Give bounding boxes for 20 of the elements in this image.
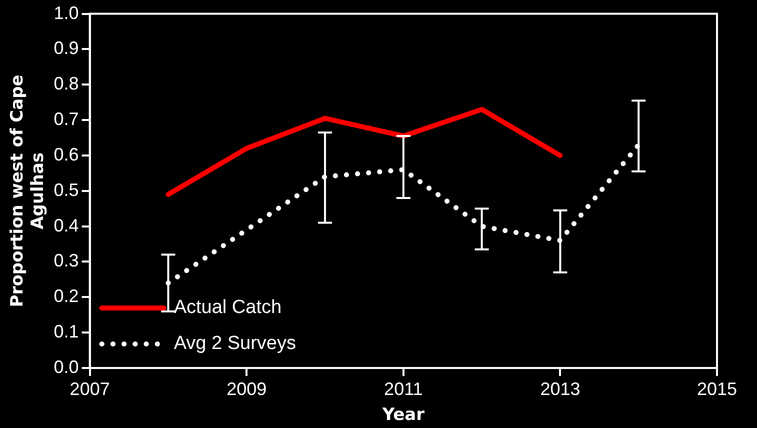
y-tick-label: 0.5: [54, 180, 79, 200]
legend-label: Avg 2 Surveys: [174, 333, 296, 354]
y-tick-label: 0.9: [54, 38, 79, 58]
x-tick-label: 2011: [384, 378, 423, 399]
x-tick-label: 2009: [226, 378, 267, 399]
y-tick-label: 0.0: [54, 356, 79, 377]
y-tick-label: 0.7: [54, 109, 79, 130]
x-axis-title: Year: [381, 405, 426, 426]
x-tick-label: 2007: [70, 378, 110, 399]
y-tick-label: 0.3: [54, 250, 79, 271]
y-tick-label: 0.8: [54, 74, 79, 94]
x-tick-label: 2015: [696, 378, 738, 399]
y-tick-label: 0.6: [54, 144, 79, 164]
x-tick-label: 2013: [540, 378, 580, 399]
y-tick-label: 1.0: [54, 2, 79, 23]
y-axis-title: Proportion west of Cape Agulhas: [8, 74, 48, 308]
legend-label: Actual Catch: [174, 297, 282, 318]
y-tick-label: 0.1: [54, 322, 79, 342]
y-tick-label: 0.2: [54, 286, 79, 306]
y-tick-label: 0.4: [54, 215, 79, 236]
